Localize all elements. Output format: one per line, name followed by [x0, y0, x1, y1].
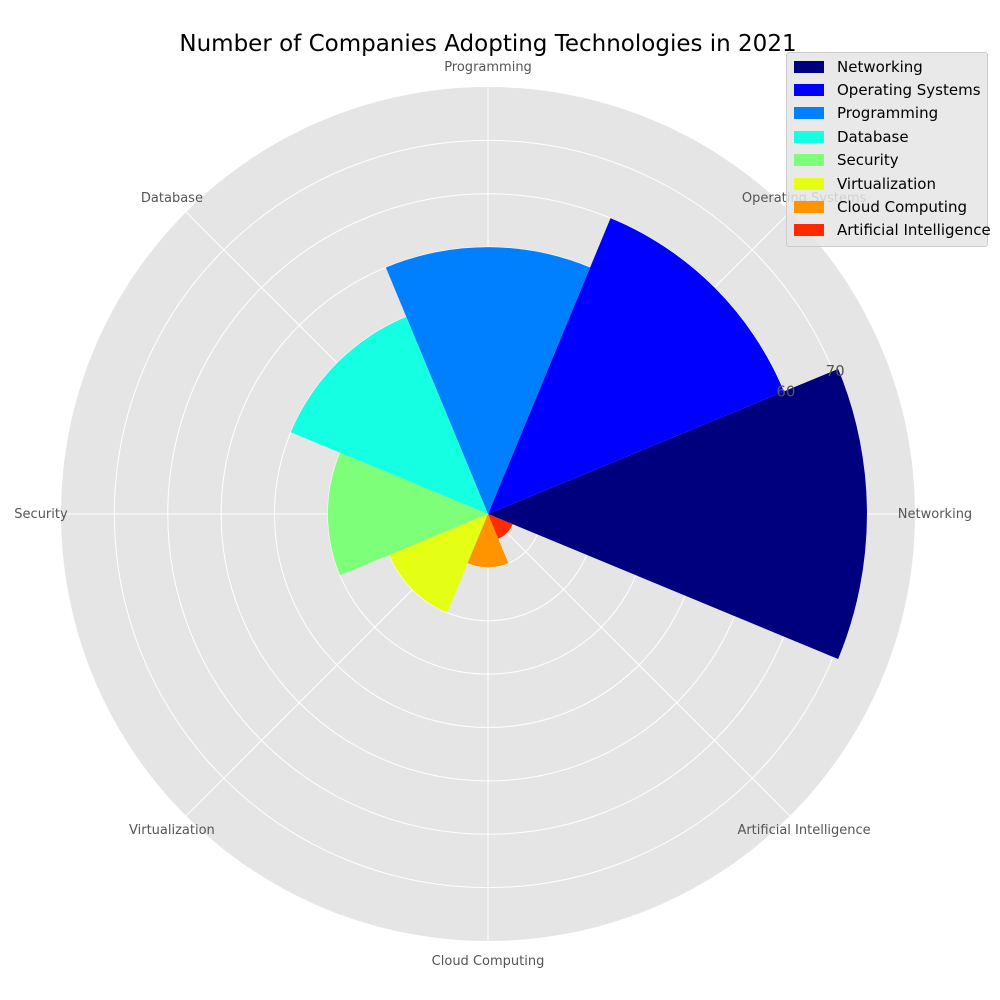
legend-item: Networking — [787, 55, 987, 78]
legend-label: Networking — [837, 57, 923, 76]
chart-title: Number of Companies Adopting Technologie… — [179, 31, 796, 57]
legend-swatch — [794, 224, 824, 237]
legend-item: Operating Systems — [787, 78, 987, 101]
bar-security — [327, 452, 488, 576]
legend-label: Virtualization — [837, 174, 936, 193]
legend-label: Operating Systems — [837, 81, 981, 100]
legend-label: Cloud Computing — [837, 198, 967, 217]
legend-label: Programming — [837, 104, 939, 123]
category-label: Cloud Computing — [432, 954, 545, 969]
bar-networking — [488, 368, 867, 660]
legend-swatch — [794, 154, 824, 167]
legend-label: Artificial Intelligence — [837, 221, 991, 240]
bar-virtualization — [389, 514, 488, 613]
legend-item: Database — [787, 125, 987, 148]
legend-item: Artificial Intelligence — [787, 219, 991, 242]
category-label: Artificial Intelligence — [737, 823, 870, 838]
legend-swatch — [794, 84, 824, 97]
legend-item: Virtualization — [787, 172, 987, 195]
category-label: Security — [14, 507, 68, 522]
grid-spoke — [487, 513, 791, 817]
bars — [290, 218, 867, 660]
bar-database — [290, 316, 488, 514]
bar-artificial-intelligence — [488, 514, 513, 539]
radial-tick-label: 70 — [826, 362, 845, 380]
legend-swatch — [794, 60, 824, 73]
legend-label: Database — [837, 127, 909, 146]
category-label: Networking — [898, 507, 972, 522]
legend-swatch — [794, 107, 824, 120]
bar-operating-systems — [488, 218, 784, 515]
legend-item: Cloud Computing — [787, 195, 987, 218]
legend-item: Programming — [787, 102, 987, 125]
category-label: Database — [141, 191, 203, 206]
category-label: Programming — [444, 60, 532, 75]
bar-cloud-computing — [467, 514, 509, 568]
legend-swatch — [794, 201, 824, 214]
category-label: Virtualization — [129, 823, 215, 838]
legend-swatch — [794, 177, 824, 190]
bar-programming — [385, 247, 591, 514]
legend-label: Security — [837, 151, 899, 170]
legend-swatch — [794, 130, 824, 143]
legend-item: Security — [787, 149, 987, 172]
legend: Networking Operating Systems Programming Da… — [786, 52, 991, 248]
radial-tick-labels: 60 70 — [776, 362, 844, 400]
radial-tick-label: 60 — [776, 382, 795, 400]
